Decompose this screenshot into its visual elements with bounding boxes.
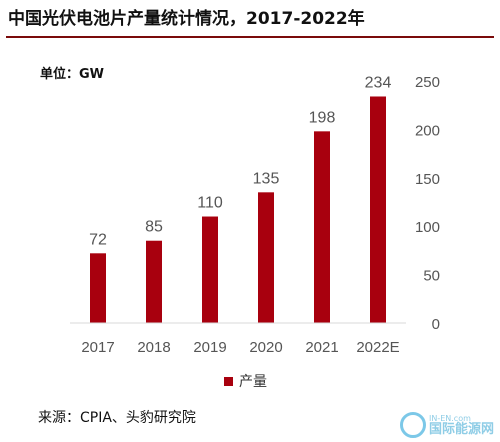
title-divider — [6, 36, 494, 38]
data-label-2020: 135 — [253, 170, 280, 187]
bar-2021 — [314, 131, 330, 323]
data-label-2017: 72 — [89, 231, 107, 248]
data-label-2022E: 234 — [365, 74, 392, 91]
y-tick-50: 50 — [423, 268, 440, 285]
legend-label: 产量 — [239, 374, 267, 390]
watermark-logo: IN-EN.com 国际能源网 — [399, 412, 494, 438]
watermark-cn: 国际能源网 — [428, 421, 494, 437]
y-tick-0: 0 — [432, 316, 440, 333]
data-label-2019: 110 — [197, 195, 223, 212]
bar-2022E — [370, 96, 386, 323]
data-label-2018: 85 — [145, 219, 163, 236]
y-tick-200: 200 — [415, 122, 440, 139]
chart-title: 中国光伏电池片产量统计情况，2017-2022年 — [8, 9, 365, 29]
bar-2018 — [146, 240, 162, 323]
y-tick-150: 150 — [415, 171, 440, 188]
legend: 产量 — [224, 371, 267, 391]
globe-icon — [399, 412, 426, 438]
y-tick-250: 250 — [415, 74, 440, 91]
x-tick-2021: 2021 — [305, 339, 338, 356]
bars-layer: 72 85 110 135 198 234 — [89, 74, 391, 323]
x-axis-ticks: 2017 2018 2019 2020 2021 2022E — [81, 339, 399, 356]
y-axis-ticks: 0 50 100 150 200 250 — [415, 74, 440, 333]
watermark-en: IN-EN.com — [428, 413, 471, 423]
x-tick-2017: 2017 — [81, 339, 114, 356]
y-tick-100: 100 — [415, 219, 440, 236]
x-tick-2019: 2019 — [193, 339, 226, 356]
bar-2017 — [90, 253, 106, 323]
source-note: 来源：CPIA、头豹研究院 — [38, 410, 196, 426]
x-tick-2022E: 2022E — [356, 339, 399, 356]
x-tick-2020: 2020 — [249, 339, 282, 356]
bar-2019 — [202, 216, 218, 323]
bar-2020 — [258, 192, 274, 323]
data-label-2021: 198 — [309, 109, 336, 126]
x-tick-2018: 2018 — [137, 339, 170, 356]
legend-swatch — [224, 376, 233, 386]
unit-label: 单位：GW — [40, 67, 105, 82]
